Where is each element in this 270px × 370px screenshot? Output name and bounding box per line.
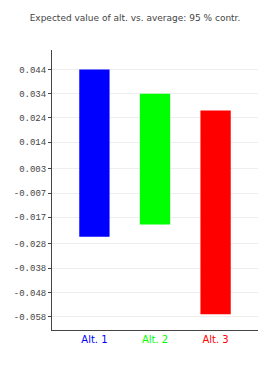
svg-text:Alt. 3: Alt. 3 — [202, 334, 228, 345]
svg-text:0.003: 0.003 — [19, 165, 46, 175]
svg-text:Alt. 1: Alt. 1 — [81, 334, 107, 345]
svg-text:-0.028: -0.028 — [14, 240, 46, 250]
svg-text:0.014: 0.014 — [19, 138, 46, 148]
svg-text:-0.038: -0.038 — [14, 264, 46, 274]
svg-text:-0.017: -0.017 — [14, 213, 46, 223]
svg-text:Expected value of alt. vs. ave: Expected value of alt. vs. average: 95 %… — [30, 13, 241, 23]
svg-text:Alt. 2: Alt. 2 — [142, 334, 168, 345]
svg-text:0.034: 0.034 — [19, 90, 46, 100]
svg-text:-0.048: -0.048 — [14, 289, 46, 299]
svg-text:-0.058: -0.058 — [14, 313, 46, 323]
svg-text:0.024: 0.024 — [19, 114, 46, 124]
svg-text:-0.007: -0.007 — [14, 189, 46, 199]
svg-text:0.044: 0.044 — [19, 66, 46, 76]
